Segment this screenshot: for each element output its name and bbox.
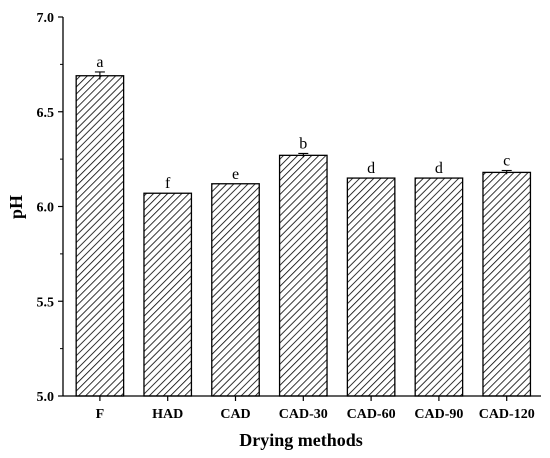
y-tick-label: 6.5 (37, 106, 55, 121)
plot-area: 5.0 5.5 6.0 6.5 7.0 a Ff HAD e CAD b CAD-30 d CAD-60 d… (37, 11, 541, 422)
x-tick-label: CAD-90 (414, 407, 463, 422)
significance-letter: d (367, 160, 375, 177)
significance-letter: e (232, 166, 239, 183)
y-tick-label: 5.5 (37, 295, 55, 310)
x-tick-label: F (96, 407, 105, 422)
bar-cad (211, 183, 260, 397)
bar-cad-90 (414, 177, 464, 397)
significance-letter: a (96, 54, 103, 71)
y-tick-label: 6.0 (37, 201, 55, 216)
x-axis-title: Drying methods (239, 430, 363, 450)
x-tick-label: CAD-60 (347, 407, 396, 422)
significance-letter: f (165, 175, 171, 192)
x-tick-label: HAD (152, 407, 183, 422)
bar-cad-120 (482, 171, 532, 397)
significance-letter: d (435, 160, 443, 177)
x-tick-label: CAD-30 (279, 407, 328, 422)
bar-f (75, 75, 125, 397)
bar-cad-60 (346, 177, 396, 397)
y-axis-title: pH (6, 195, 26, 219)
y-tick-label: 5.0 (37, 390, 55, 405)
significance-letter: c (503, 152, 510, 169)
bar-cad-30 (278, 154, 328, 397)
significance-letter: b (299, 135, 307, 152)
x-tick-label: CAD-120 (479, 407, 535, 422)
y-tick-label: 7.0 (37, 11, 55, 26)
bar-had (143, 192, 193, 397)
x-tick-label: CAD (220, 407, 250, 422)
